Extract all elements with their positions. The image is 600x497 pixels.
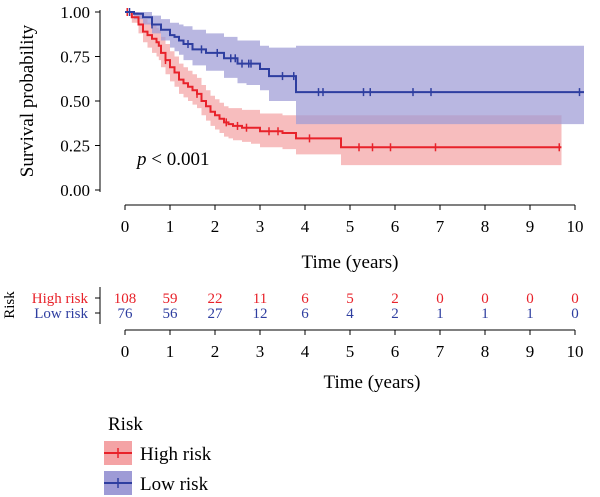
- risk-count-high-risk: 2: [391, 291, 399, 307]
- x-tick-label: 2: [211, 217, 220, 236]
- p-symbol: p: [135, 149, 147, 170]
- y-tick-label: 0.75: [60, 48, 90, 67]
- x-tick-label: 8: [481, 217, 490, 236]
- x-tick-label: 1: [166, 217, 175, 236]
- risk-x-tick-label: 10: [567, 342, 584, 361]
- risk-count-high-risk: 22: [208, 291, 223, 307]
- y-tick-label: 0.50: [60, 92, 90, 111]
- risk-x-tick-label: 5: [346, 342, 355, 361]
- risk-row-label-low-risk: Low risk: [34, 306, 88, 322]
- risk-count-low-risk: 56: [163, 306, 179, 322]
- risk-x-tick-label: 8: [481, 342, 490, 361]
- y-axis-title: Survival probability: [17, 24, 38, 177]
- risk-count-low-risk: 6: [301, 306, 309, 322]
- p-value-text: < 0.001: [147, 149, 210, 170]
- x-tick-label: 10: [567, 217, 584, 236]
- x-tick-label: 3: [256, 217, 265, 236]
- risk-count-low-risk: 4: [346, 306, 354, 322]
- y-tick-label: 1.00: [60, 3, 90, 22]
- risk-x-tick-label: 3: [256, 342, 265, 361]
- km-plot-panel: 0.00 0.25 0.50 0.75 1.00 0 1 2 3 4 5 6 7 8 9 10 Time (ye…: [17, 3, 584, 273]
- p-value-annotation: p < 0.001: [135, 149, 209, 170]
- survival-curve-high-risk: [125, 11, 562, 149]
- risk-count-low-risk: 27: [208, 306, 224, 322]
- legend-label-low-risk: Low risk: [140, 474, 209, 495]
- legend-title: Risk: [108, 414, 143, 435]
- risk-count-high-risk: 108: [114, 291, 137, 307]
- risk-table-title: Risk: [2, 291, 18, 319]
- risk-count-high-risk: 59: [163, 291, 178, 307]
- x-tick-label: 4: [301, 217, 310, 236]
- legend: Risk High risk Low risk: [104, 414, 212, 495]
- x-tick-label: 6: [391, 217, 400, 236]
- risk-x-tick-label: 9: [526, 342, 535, 361]
- risk-x-tick-label: 6: [391, 342, 400, 361]
- risk-count-low-risk: 1: [436, 306, 444, 322]
- risk-table-x-axis-title: Time (years): [324, 372, 421, 393]
- risk-count-high-risk: 0: [436, 291, 444, 307]
- risk-count-low-risk: 1: [481, 306, 489, 322]
- risk-x-tick-label: 7: [436, 342, 445, 361]
- x-tick-label: 9: [526, 217, 535, 236]
- risk-count-low-risk: 1: [526, 306, 534, 322]
- risk-x-tick-label: 1: [166, 342, 175, 361]
- y-tick-label: 0.25: [60, 137, 90, 156]
- risk-count-low-risk: 76: [118, 306, 134, 322]
- y-tick-label: 0.00: [60, 181, 90, 200]
- x-tick-label: 5: [346, 217, 355, 236]
- x-tick-label: 0: [121, 217, 130, 236]
- legend-label-high-risk: High risk: [140, 444, 212, 465]
- x-tick-label: 7: [436, 217, 445, 236]
- risk-count-high-risk: 0: [481, 291, 489, 307]
- risk-count-high-risk: 6: [301, 291, 309, 307]
- risk-count-low-risk: 0: [571, 306, 579, 322]
- x-axis-title: Time (years): [302, 252, 399, 273]
- risk-count-high-risk: 11: [253, 291, 267, 307]
- risk-x-tick-label: 4: [301, 342, 310, 361]
- risk-count-low-risk: 2: [391, 306, 399, 322]
- risk-count-high-risk: 0: [571, 291, 579, 307]
- risk-count-high-risk: 5: [346, 291, 354, 307]
- risk-x-tick-label: 0: [121, 342, 130, 361]
- risk-count-low-risk: 12: [253, 306, 268, 322]
- risk-x-tick-label: 2: [211, 342, 220, 361]
- risk-row-label-high-risk: High risk: [32, 291, 89, 307]
- risk-count-high-risk: 0: [526, 291, 534, 307]
- confidence-band-low-risk: [125, 12, 584, 125]
